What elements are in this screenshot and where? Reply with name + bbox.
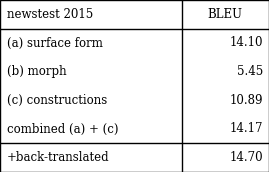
Text: 10.89: 10.89 xyxy=(230,94,264,107)
Text: 14.10: 14.10 xyxy=(230,36,264,50)
Text: 5.45: 5.45 xyxy=(237,65,264,78)
Text: BLEU: BLEU xyxy=(208,8,243,21)
Text: (a) surface form: (a) surface form xyxy=(7,36,102,50)
Text: +back-translated: +back-translated xyxy=(7,151,109,164)
Text: (c) constructions: (c) constructions xyxy=(7,94,107,107)
Text: (b) morph: (b) morph xyxy=(7,65,66,78)
Text: newstest 2015: newstest 2015 xyxy=(7,8,93,21)
Text: 14.70: 14.70 xyxy=(230,151,264,164)
Text: 14.17: 14.17 xyxy=(230,122,264,136)
Text: combined (a) + (c): combined (a) + (c) xyxy=(7,122,118,136)
